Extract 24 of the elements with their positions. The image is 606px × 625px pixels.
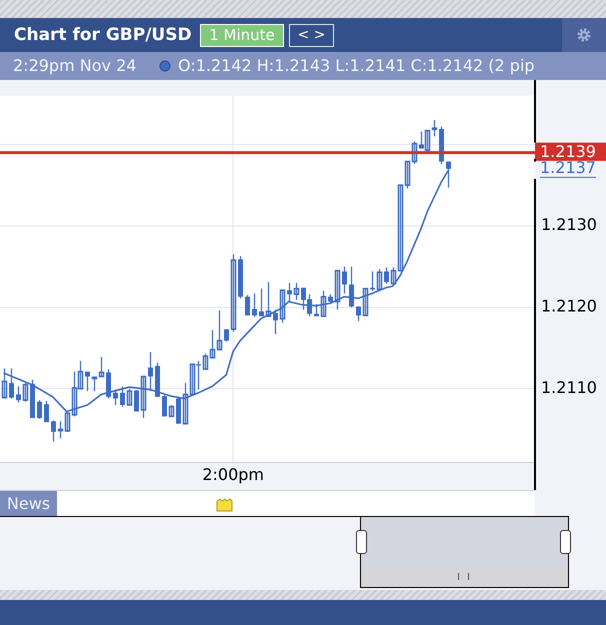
text: O:1.2142 H:1.2143 L:1.2141 C:1.2142 (2 pip [178,55,535,77]
text: 1.2137 [540,158,596,178]
ref-line-label: 1.2139 [540,142,596,161]
candlestick [16,386,21,404]
y-tick-label: 1.2110 [541,378,597,397]
candlestick [314,303,319,317]
chart-subtitle: 2:29pm Nov 24 [13,55,136,77]
y-tick-label: 1.2120 [541,296,597,316]
text: News [0,491,57,517]
text: < > [289,24,334,47]
candlestick [356,306,361,322]
candlestick [252,292,257,318]
candlestick [120,386,125,408]
text: 1 Minute [200,24,284,47]
x-tick-label: 2:00pm [202,464,264,484]
candlestick [37,400,42,420]
y-tick-label: 1.2130 [541,215,597,234]
chart-title: Chart for GBP/USD [14,25,192,45]
candlestick [245,294,250,316]
candlestick [259,288,264,317]
candlestick [113,388,118,406]
candlestick [349,266,354,308]
candlestick [51,420,56,442]
candlestick [44,400,49,423]
